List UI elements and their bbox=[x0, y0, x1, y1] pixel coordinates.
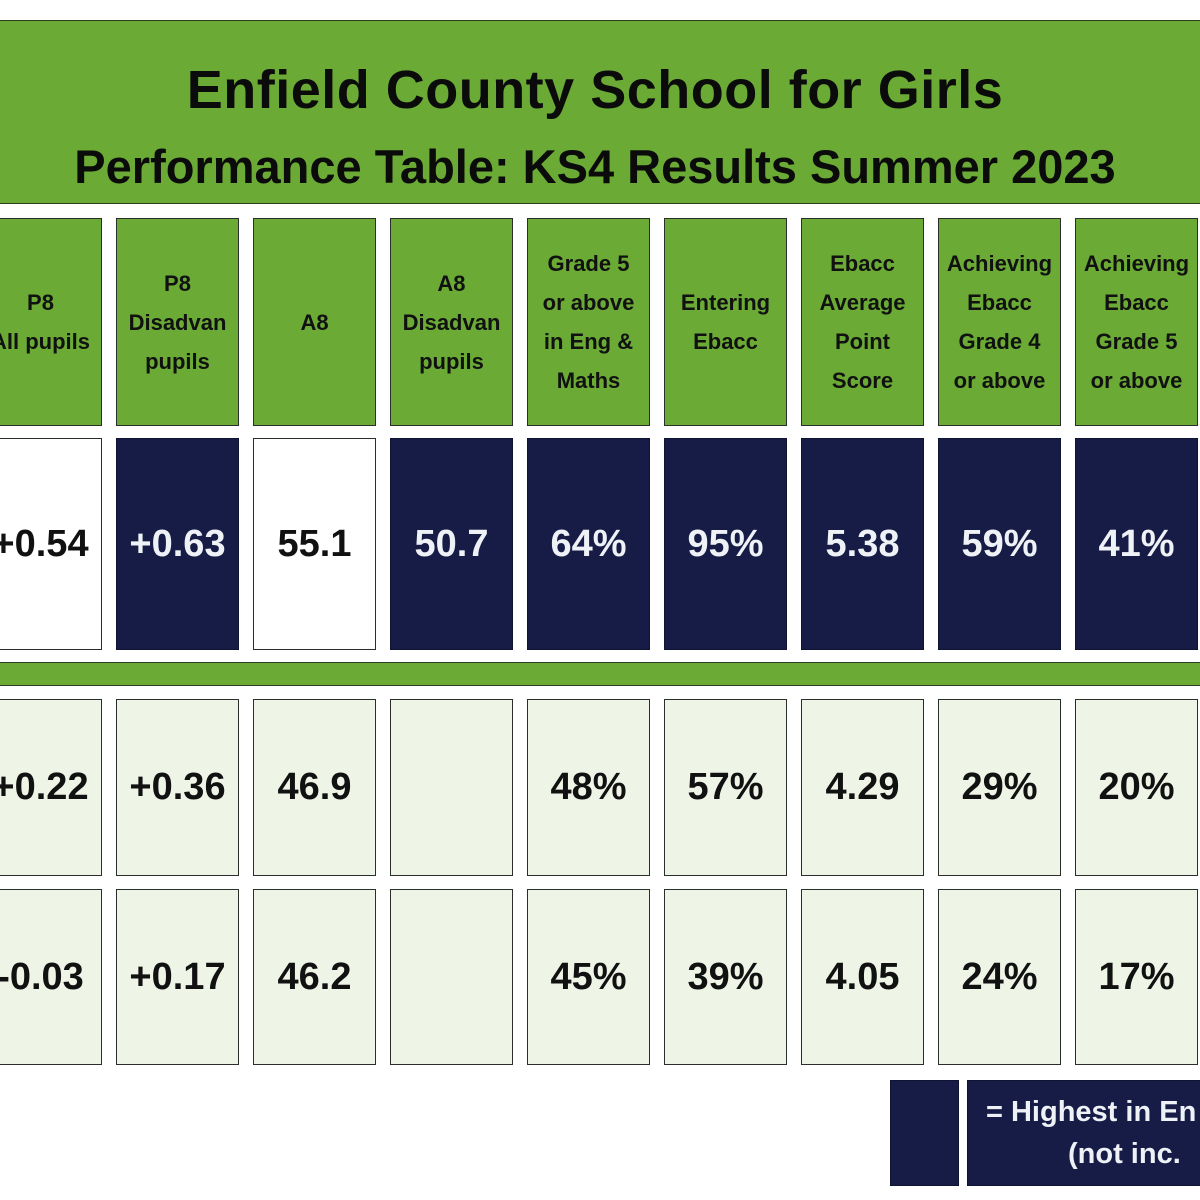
table-cell: 29% bbox=[938, 699, 1061, 876]
table-cell: 46.2 bbox=[253, 889, 376, 1065]
table-cell: 64% bbox=[527, 438, 650, 650]
column-header: P8 Disadvan pupils bbox=[116, 218, 239, 426]
title-banner: Enfield County School for Girls Performa… bbox=[0, 20, 1200, 204]
table-cell: 59% bbox=[938, 438, 1061, 650]
table-cell: 17% bbox=[1075, 889, 1198, 1065]
table-cell: 4.05 bbox=[801, 889, 924, 1065]
table-cell: 20% bbox=[1075, 699, 1198, 876]
table-cell: 5.38 bbox=[801, 438, 924, 650]
table-cell: 50.7 bbox=[390, 438, 513, 650]
table-cell: +0.17 bbox=[116, 889, 239, 1065]
column-header: A8 bbox=[253, 218, 376, 426]
section-divider bbox=[0, 662, 1200, 686]
table-cell: +0.63 bbox=[116, 438, 239, 650]
table-title: Performance Table: KS4 Results Summer 20… bbox=[74, 140, 1116, 193]
table-cell: 46.9 bbox=[253, 699, 376, 876]
table-cell: -0.03 bbox=[0, 889, 102, 1065]
column-header: Ebacc Average Point Score bbox=[801, 218, 924, 426]
column-header: Grade 5 or above in Eng & Maths bbox=[527, 218, 650, 426]
table-cell: 24% bbox=[938, 889, 1061, 1065]
table-cell: +0.54 bbox=[0, 438, 102, 650]
table-cell: 48% bbox=[527, 699, 650, 876]
table-cell: 55.1 bbox=[253, 438, 376, 650]
column-header: Achieving Ebacc Grade 4 or above bbox=[938, 218, 1061, 426]
table-cell: 39% bbox=[664, 889, 787, 1065]
column-header: Achieving Ebacc Grade 5 or above bbox=[1075, 218, 1198, 426]
school-name: Enfield County School for Girls bbox=[186, 60, 1004, 120]
legend-line-2: (not inc. bbox=[1068, 1138, 1181, 1170]
legend-line-1: = Highest in En bbox=[986, 1096, 1197, 1128]
table-cell bbox=[390, 889, 513, 1065]
table-cell: +0.22 bbox=[0, 699, 102, 876]
table-cell: 41% bbox=[1075, 438, 1198, 650]
legend-swatch bbox=[890, 1080, 959, 1186]
table-cell: 95% bbox=[664, 438, 787, 650]
table-cell: 4.29 bbox=[801, 699, 924, 876]
table-cell bbox=[390, 699, 513, 876]
table-cell: 45% bbox=[527, 889, 650, 1065]
column-header: P8 All pupils bbox=[0, 218, 102, 426]
column-header: Entering Ebacc bbox=[664, 218, 787, 426]
legend-label: = Highest in En (not inc. bbox=[967, 1080, 1200, 1186]
table-cell: +0.36 bbox=[116, 699, 239, 876]
column-header: A8 Disadvan pupils bbox=[390, 218, 513, 426]
table-cell: 57% bbox=[664, 699, 787, 876]
